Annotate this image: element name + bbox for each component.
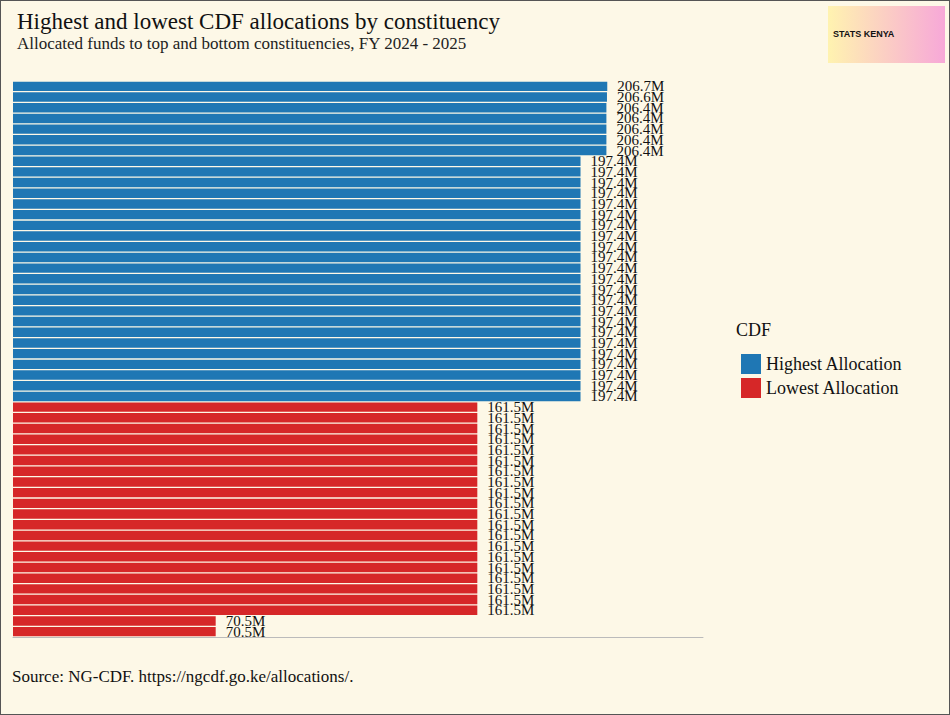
- svg-text:Highest Allocation: Highest Allocation: [766, 354, 901, 374]
- svg-text:197.4M: 197.4M: [590, 345, 638, 362]
- svg-text:Allocated funds to top and bot: Allocated funds to top and bottom consti…: [17, 34, 466, 53]
- svg-text:197.4M: 197.4M: [590, 260, 638, 277]
- svg-text:161.5M: 161.5M: [487, 506, 535, 522]
- svg-text:161.5M: 161.5M: [487, 602, 534, 618]
- svg-text:161.5M: 161.5M: [487, 409, 535, 426]
- svg-text:197.4M: 197.4M: [590, 174, 638, 191]
- svg-text:161.5M: 161.5M: [487, 516, 535, 533]
- svg-text:161.5M: 161.5M: [487, 484, 535, 501]
- svg-text:197.4M: 197.4M: [590, 163, 638, 180]
- svg-text:70.5M: 70.5M: [225, 613, 266, 629]
- svg-text:161.5M: 161.5M: [487, 441, 535, 458]
- svg-text:197.4M: 197.4M: [590, 238, 638, 255]
- svg-text:STATS KENYA: STATS KENYA: [833, 29, 895, 39]
- svg-text:206.4M: 206.4M: [616, 142, 664, 159]
- svg-text:Lowest Allocation: Lowest Allocation: [766, 378, 898, 398]
- svg-text:161.5M: 161.5M: [487, 527, 535, 544]
- svg-text:Highest and lowest CDF allocat: Highest and lowest CDF allocations by co…: [17, 9, 500, 34]
- svg-text:206.4M: 206.4M: [616, 131, 664, 148]
- svg-text:197.4M: 197.4M: [590, 153, 638, 170]
- svg-text:70.5M: 70.5M: [226, 624, 266, 640]
- svg-text:197.4M: 197.4M: [590, 206, 638, 223]
- svg-text:161.5M: 161.5M: [487, 399, 535, 416]
- svg-text:206.7M: 206.7M: [617, 78, 665, 95]
- svg-text:161.5M: 161.5M: [487, 580, 535, 597]
- svg-text:197.4M: 197.4M: [590, 367, 638, 383]
- svg-text:197.4M: 197.4M: [590, 377, 638, 394]
- svg-text:197.4M: 197.4M: [590, 185, 638, 202]
- svg-text:161.5M: 161.5M: [487, 548, 535, 565]
- svg-text:161.5M: 161.5M: [487, 495, 535, 512]
- svg-text:197.4M: 197.4M: [590, 356, 638, 373]
- svg-text:197.4M: 197.4M: [590, 217, 638, 234]
- svg-text:161.5M: 161.5M: [487, 559, 535, 576]
- svg-text:197.4M: 197.4M: [591, 388, 638, 404]
- svg-text:197.4M: 197.4M: [590, 313, 638, 330]
- svg-text:197.4M: 197.4M: [590, 292, 638, 309]
- svg-text:161.5M: 161.5M: [487, 570, 535, 587]
- svg-text:206.4M: 206.4M: [616, 121, 664, 138]
- svg-text:197.4M: 197.4M: [590, 228, 638, 244]
- svg-text:161.5M: 161.5M: [487, 463, 535, 480]
- svg-text:197.4M: 197.4M: [590, 196, 638, 212]
- svg-text:206.6M: 206.6M: [617, 89, 665, 105]
- svg-text:161.5M: 161.5M: [487, 452, 535, 469]
- svg-text:197.4M: 197.4M: [590, 249, 638, 266]
- svg-text:197.4M: 197.4M: [590, 324, 638, 341]
- svg-text:161.5M: 161.5M: [487, 591, 535, 608]
- svg-text:161.5M: 161.5M: [487, 474, 535, 490]
- svg-text:161.5M: 161.5M: [487, 420, 535, 437]
- svg-text:161.5M: 161.5M: [487, 538, 535, 555]
- svg-text:197.4M: 197.4M: [590, 302, 638, 319]
- svg-text:206.4M: 206.4M: [616, 99, 664, 116]
- svg-text:197.4M: 197.4M: [590, 281, 638, 298]
- svg-text:197.4M: 197.4M: [590, 270, 638, 287]
- svg-text:206.4M: 206.4M: [616, 110, 664, 127]
- svg-text:Source: NG-CDF. https://ngcdf.: Source: NG-CDF. https://ngcdf.go.ke/allo…: [12, 667, 353, 686]
- svg-text:CDF: CDF: [736, 320, 771, 340]
- svg-text:197.4M: 197.4M: [590, 335, 638, 351]
- svg-text:161.5M: 161.5M: [487, 431, 535, 448]
